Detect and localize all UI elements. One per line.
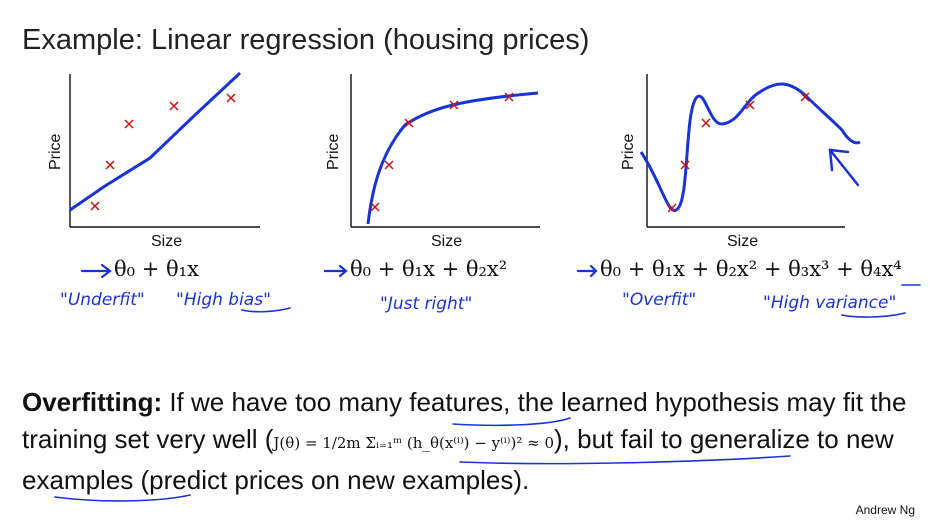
data-point — [701, 118, 711, 128]
plot-3-axes — [646, 74, 845, 228]
plot-1-note-underfit: "Underfit" — [60, 290, 145, 310]
data-point — [370, 202, 380, 212]
plot-3-ylabel: Price — [620, 133, 637, 170]
data-point — [124, 119, 134, 129]
data-point — [169, 101, 179, 111]
data-point — [449, 100, 459, 110]
overfitting-definition: Overfitting: If we have too many feature… — [22, 384, 912, 499]
plot-2-xlabel: Size — [431, 233, 463, 250]
plot-3-xlabel: Size — [727, 233, 759, 250]
plot-1-xlabel: Size — [151, 233, 183, 250]
slide-title: Example: Linear regression (housing pric… — [22, 24, 590, 56]
data-point — [800, 92, 810, 102]
plot-2-formula: θ₀ + θ₁x + θ₂x² — [350, 257, 508, 281]
plot-1-points — [90, 93, 236, 211]
plot-2-axes — [350, 74, 540, 228]
plot-2-note-just-right: "Just right" — [380, 294, 473, 314]
plot-1-note-high-bias: "High bias" — [176, 290, 271, 310]
plot-1-axes — [69, 74, 260, 228]
plot-3-points — [667, 92, 810, 213]
plot-1-ylabel: Price — [47, 133, 64, 170]
plot-2-ylabel: Price — [325, 133, 342, 170]
data-point — [745, 100, 755, 110]
data-point — [384, 160, 394, 170]
data-point — [105, 160, 115, 170]
plot-1-fit-line — [69, 71, 242, 212]
data-point — [90, 201, 100, 211]
plot-3-note-high-variance: "High variance" — [763, 293, 897, 313]
plot-2-points — [370, 92, 514, 212]
data-point — [504, 92, 514, 102]
hand-underlines — [54, 284, 921, 502]
plot-3-note-overfit: "Overfit" — [622, 290, 697, 310]
data-point — [404, 118, 414, 128]
annotation-arrow-icon — [828, 148, 860, 187]
plot-1-formula: θ₀ + θ₁x — [114, 257, 199, 281]
plot-3-formula: θ₀ + θ₁x + θ₂x² + θ₃x³ + θ₄x⁴ — [600, 257, 902, 281]
definition-text-1: If we have too many features, the learne… — [22, 387, 907, 454]
cost-function-formula: J(θ) = 1/2m Σᵢ₌₁ᵐ (h_θ(x⁽ⁱ⁾) − y⁽ⁱ⁾)² ≈ … — [273, 434, 554, 452]
plot-2-fit-curve — [366, 91, 539, 225]
overfitting-term: Overfitting: — [22, 387, 163, 417]
plot-3-fit-curve — [639, 82, 861, 212]
data-point — [667, 203, 677, 213]
formula-arrows — [80, 263, 598, 279]
data-point — [680, 160, 690, 170]
data-point — [226, 93, 236, 103]
definition-text-2: ), but fail to generalize to new example… — [22, 424, 894, 495]
author-credit: Andrew Ng — [855, 503, 915, 517]
